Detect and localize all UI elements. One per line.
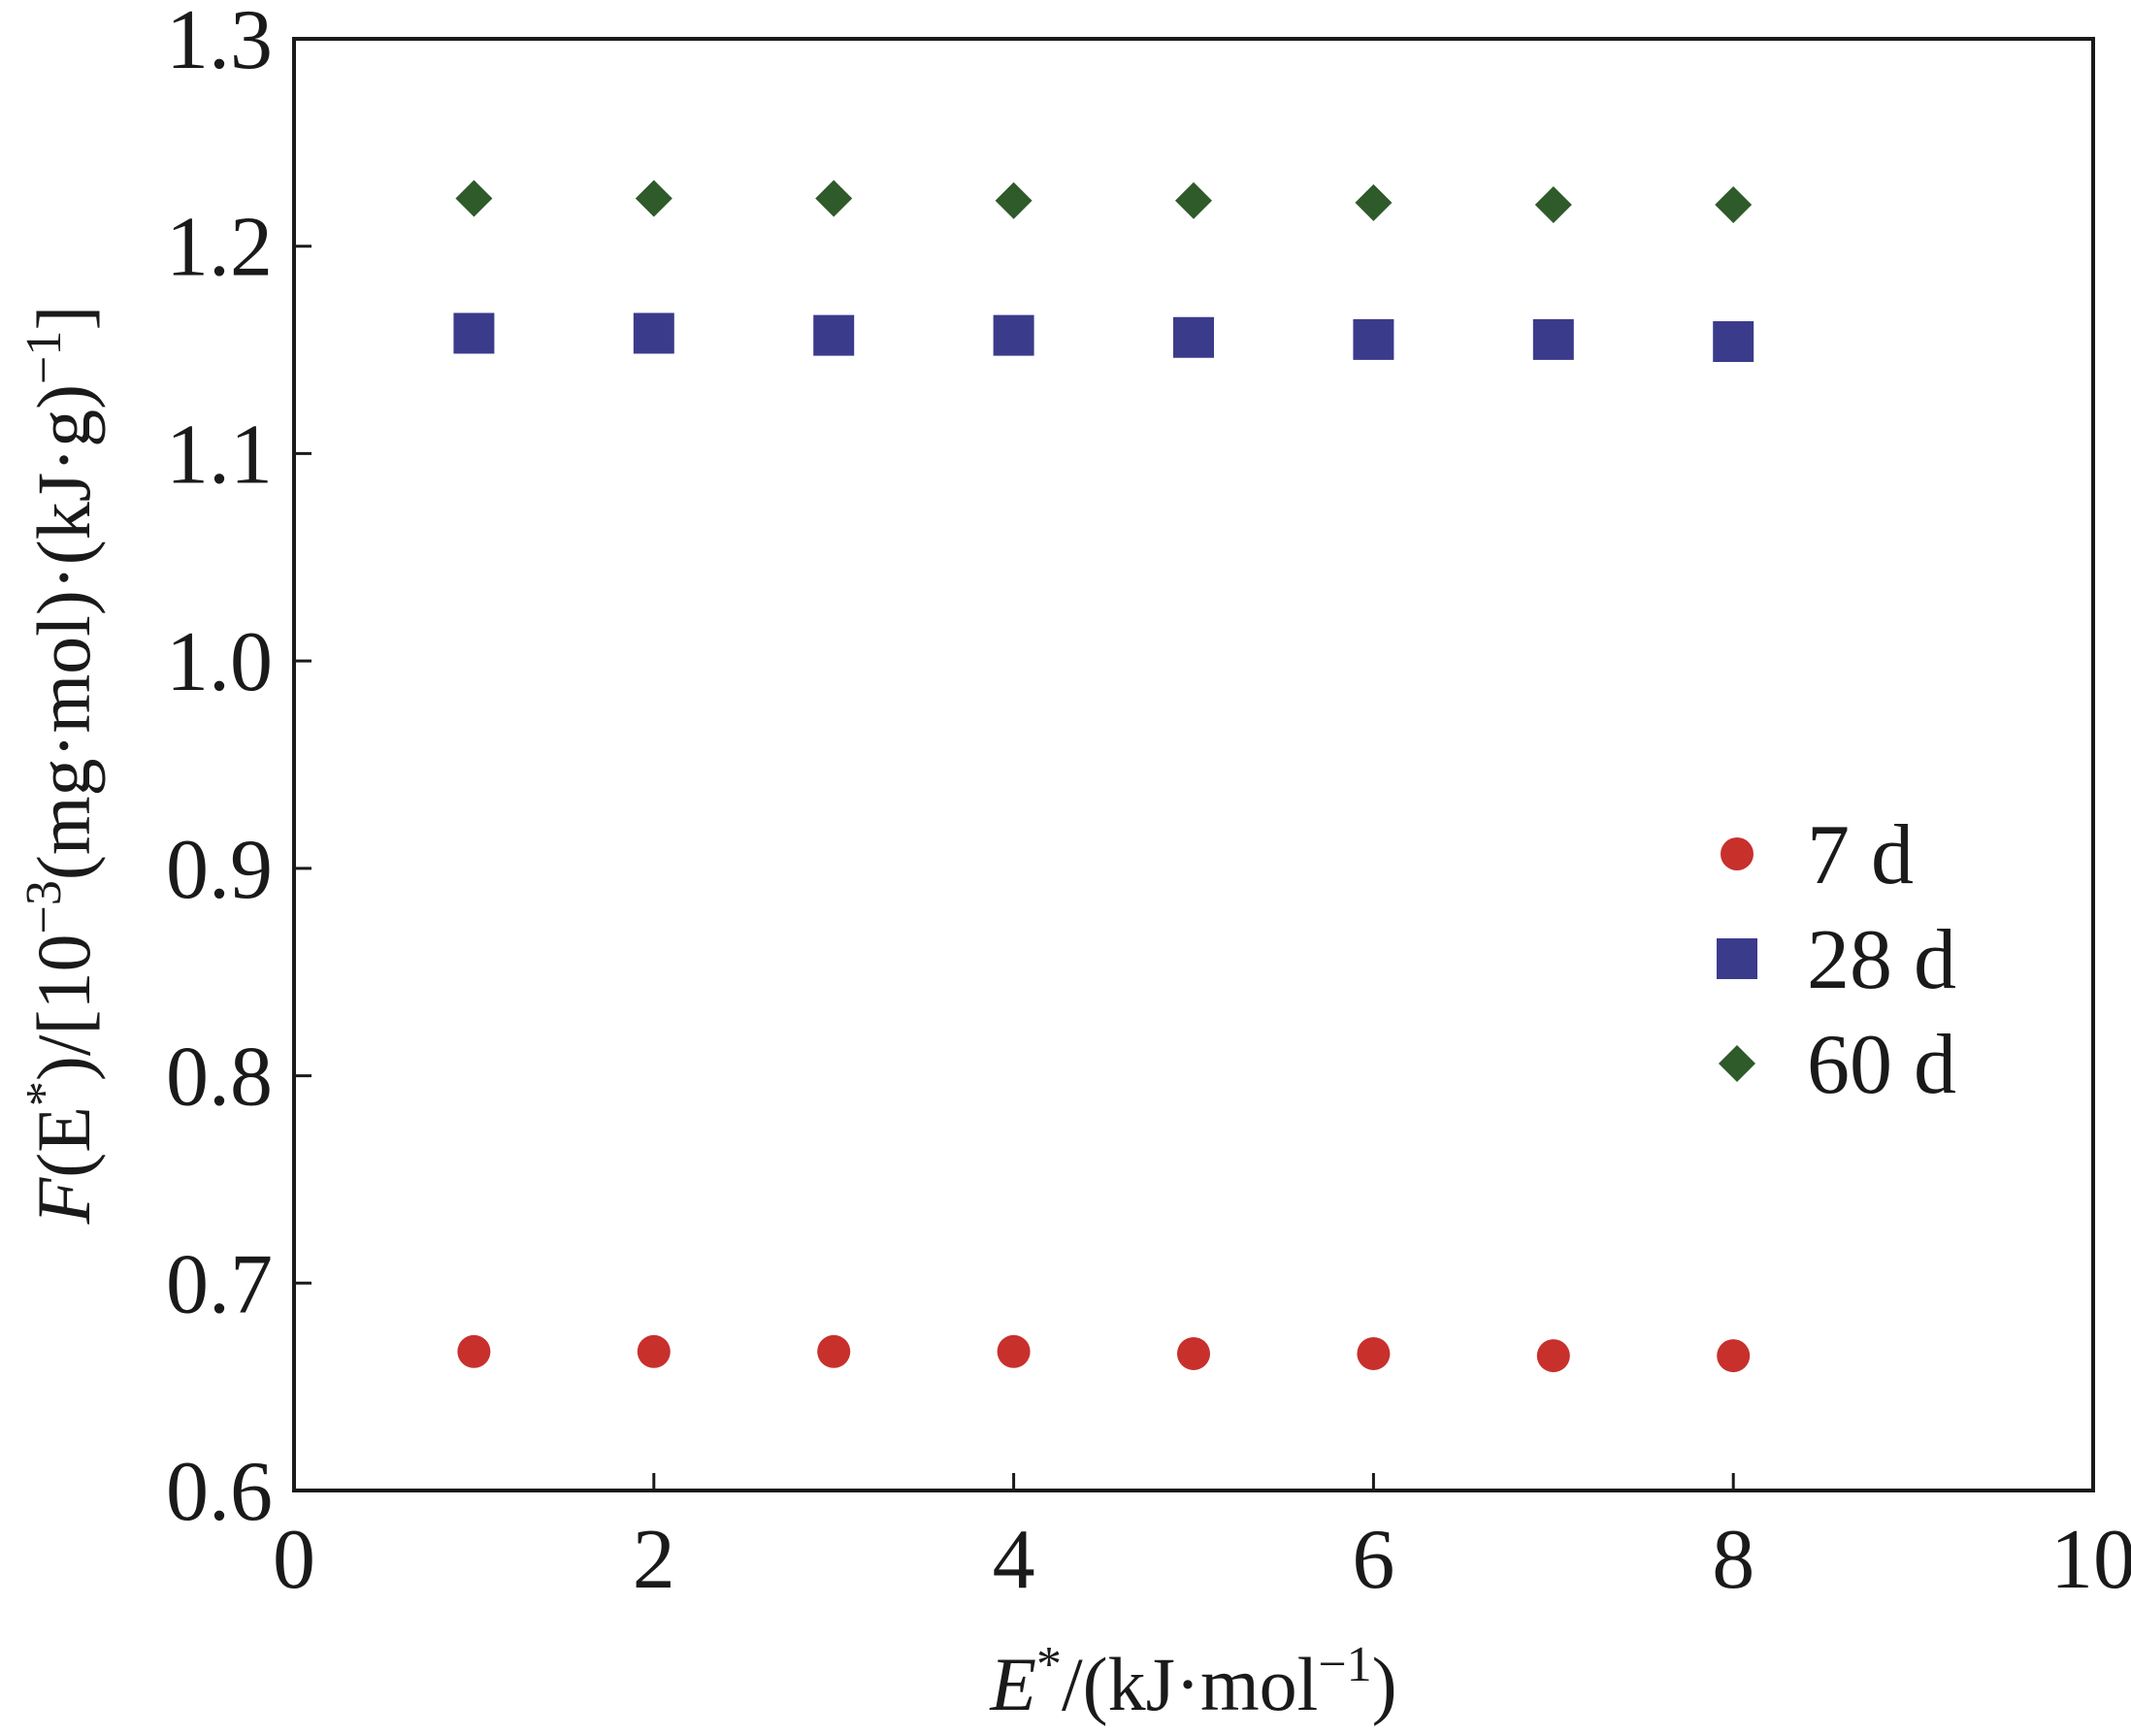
legend-marker	[1719, 1045, 1755, 1082]
data-point	[1717, 1339, 1751, 1373]
x-axis-title-sup1: *	[1036, 1637, 1062, 1692]
legend-label: 28 d	[1807, 913, 1956, 1007]
legend-marker	[1717, 938, 1757, 979]
y-tick-label: 0.9	[166, 823, 273, 917]
y-axis-title-main: F	[21, 1176, 106, 1225]
axis-tick-labels: 0 2 4 6 8 10 0.6 0.7 0.8 0.9 1.0 1.1 1.2 1.3	[166, 0, 2131, 1607]
y-axis-title-sup2: −3	[16, 880, 72, 934]
y-axis-title-b: )/[10	[21, 934, 106, 1081]
data-point	[455, 180, 493, 217]
y-tick-label: 1.3	[166, 0, 273, 87]
x-axis-title: E*/(kJ·mol−1)	[989, 1637, 1396, 1726]
x-tick-label: 8	[1712, 1513, 1754, 1607]
y-axis-title-sup1: *	[16, 1081, 72, 1106]
data-point	[995, 181, 1033, 219]
data-point	[813, 314, 855, 356]
data-point	[993, 314, 1034, 356]
data-point	[1357, 1336, 1391, 1370]
x-axis-title-mid: /(kJ·mol	[1062, 1642, 1318, 1726]
data-point	[1353, 318, 1394, 360]
data-point	[1713, 321, 1754, 363]
legend-item: 28 d	[1717, 913, 1956, 1007]
y-tick-label: 1.0	[166, 615, 273, 709]
y-tick-label: 0.6	[166, 1445, 273, 1539]
y-axis-title-a: (E	[21, 1106, 106, 1178]
y-tick-label: 1.1	[166, 408, 273, 502]
series-60d	[455, 180, 1753, 223]
legend: 7 d 28 d 60 d	[1717, 808, 1956, 1112]
data-point	[1715, 185, 1753, 223]
data-point	[637, 1334, 671, 1368]
x-axis-title-main: E	[989, 1642, 1036, 1726]
legend-label: 7 d	[1807, 808, 1914, 902]
y-axis-title: F(E*)/[10−3(mg·mol)·(kJ·g)−1]	[16, 306, 106, 1226]
data-point	[1536, 1339, 1570, 1373]
x-tick-label: 4	[993, 1513, 1035, 1607]
axis-ticks	[294, 245, 1735, 1490]
data-points	[453, 180, 1754, 1373]
x-tick-label: 6	[1352, 1513, 1394, 1607]
data-point	[457, 1334, 491, 1368]
data-point	[1173, 316, 1214, 358]
y-tick-label: 0.7	[166, 1237, 273, 1331]
data-point	[815, 180, 853, 217]
y-axis-title-d: ]	[21, 306, 106, 331]
y-axis-title-c: (mg·mol)·(kJ·g)	[21, 384, 106, 880]
data-point	[453, 312, 495, 354]
data-point	[817, 1334, 851, 1368]
x-axis-title-end: )	[1372, 1642, 1397, 1726]
plot-frame	[292, 37, 2095, 1492]
data-point	[997, 1334, 1031, 1368]
x-tick-label: 10	[2050, 1513, 2131, 1607]
data-point	[1532, 318, 1574, 360]
y-tick-label: 1.2	[166, 201, 273, 295]
data-point	[633, 312, 674, 354]
series-7d	[457, 1334, 1751, 1373]
legend-marker	[1721, 837, 1754, 870]
y-tick-label: 0.8	[166, 1031, 273, 1125]
data-point	[1177, 1336, 1210, 1370]
x-tick-label: 2	[633, 1513, 675, 1607]
y-axis-title-sup3: −1	[16, 331, 72, 384]
data-point	[635, 180, 672, 217]
x-tick-label: 0	[273, 1513, 315, 1607]
data-point	[1355, 183, 1393, 221]
legend-label: 60 d	[1807, 1018, 1956, 1112]
x-axis-title-sup2: −1	[1318, 1637, 1371, 1692]
data-point	[1534, 185, 1572, 223]
data-point	[1175, 181, 1212, 219]
legend-item: 60 d	[1719, 1018, 1956, 1112]
series-28d	[453, 312, 1754, 363]
legend-item: 7 d	[1721, 808, 1914, 902]
